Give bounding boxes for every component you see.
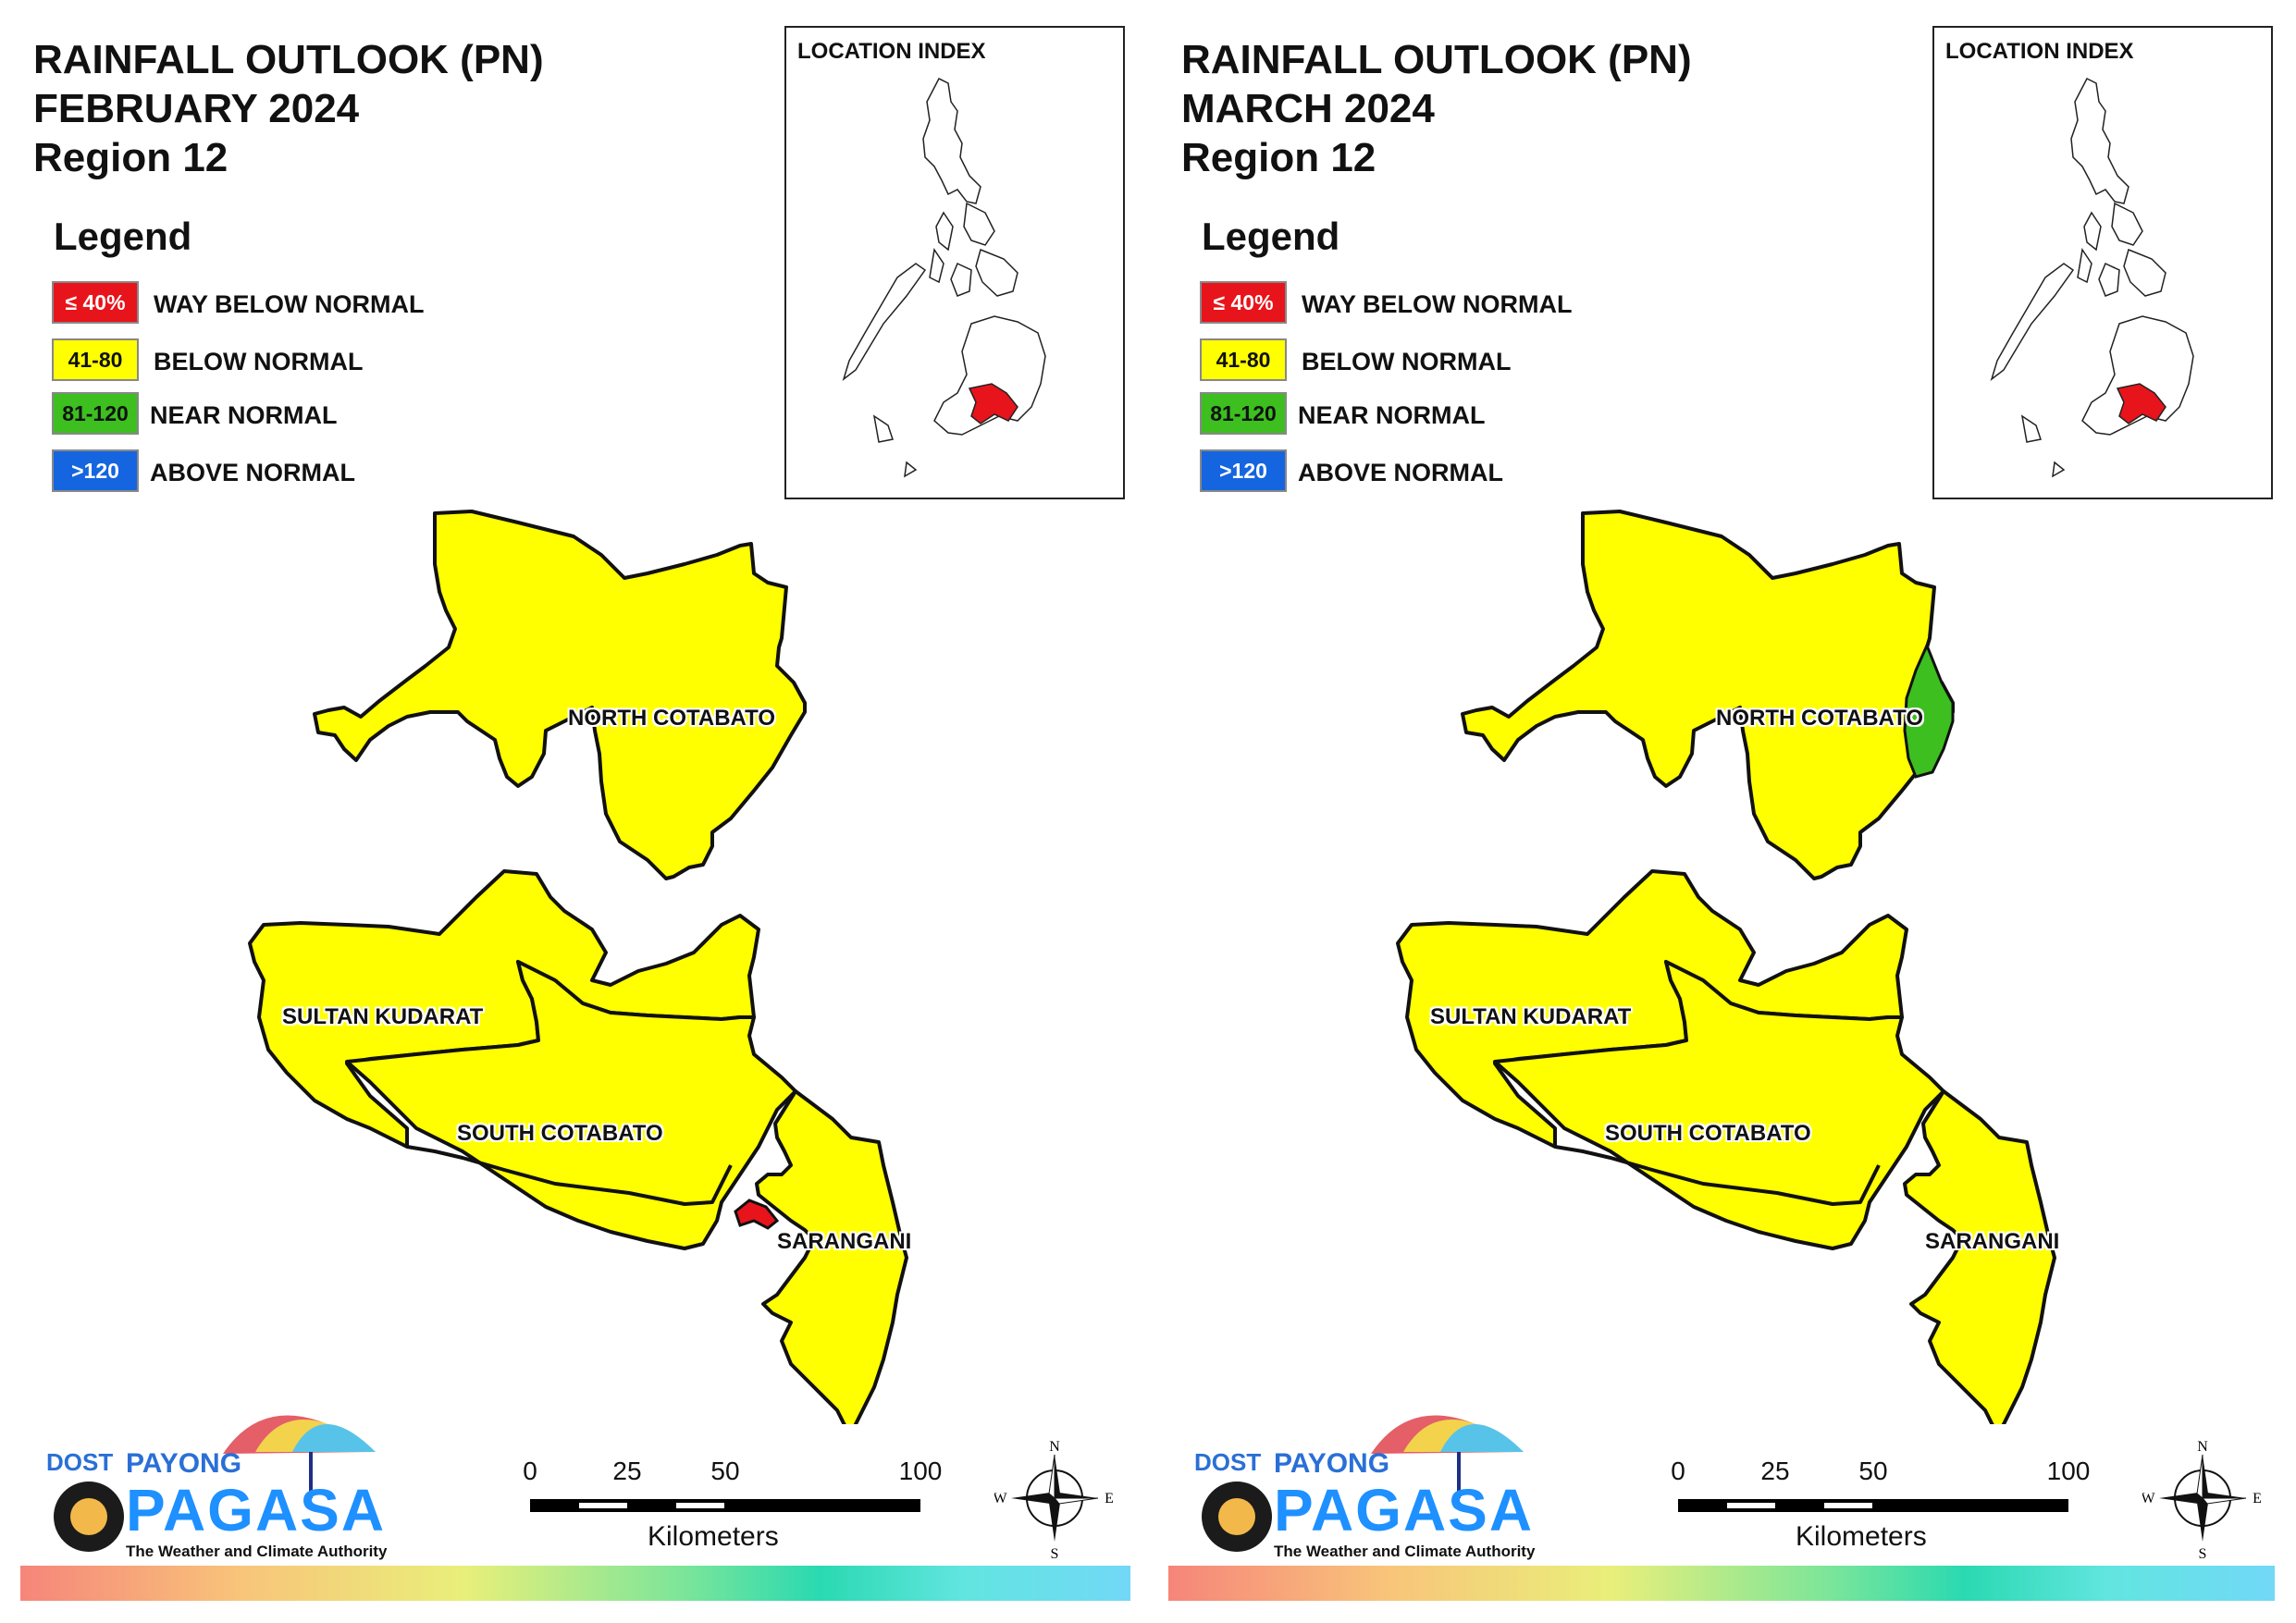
map-panel-march: RAINFALL OUTLOOK (PN) MARCH 2024 Region … xyxy=(1148,0,2296,1623)
legend-label: ABOVE NORMAL xyxy=(1298,459,1503,486)
title-line-2: FEBRUARY 2024 xyxy=(33,86,360,131)
scale-tick: 50 xyxy=(1858,1457,1888,1485)
compass-n: N xyxy=(1049,1439,1060,1455)
legend-label: WAY BELOW NORMAL xyxy=(154,290,425,318)
label-north-cotabato: NORTH COTABATO xyxy=(568,706,775,731)
compass-n: N xyxy=(2197,1439,2208,1455)
compass-w: W xyxy=(2142,1491,2155,1506)
region-12-map xyxy=(1396,510,2056,1424)
title-line-1: RAINFALL OUTLOOK (PN) xyxy=(1181,37,1692,82)
scale-bar-graphic xyxy=(530,1499,920,1512)
scale-bar: 0 25 50 100 Kilometers xyxy=(1666,1457,2090,1568)
compass-s: S xyxy=(1051,1546,1059,1558)
compass-s: S xyxy=(2199,1546,2207,1558)
compass-e: E xyxy=(2253,1491,2262,1506)
scale-tick: 25 xyxy=(1760,1457,1790,1485)
scale-tick: 100 xyxy=(898,1457,943,1485)
legend-swatch: 81-120 xyxy=(1200,392,1287,435)
scale-bar-graphic xyxy=(1678,1499,2068,1512)
logo-tagline: The Weather and Climate Authority xyxy=(1274,1543,1536,1560)
title-line-2: MARCH 2024 xyxy=(1181,86,1435,131)
legend-label: NEAR NORMAL xyxy=(150,401,338,429)
map-title: RAINFALL OUTLOOK (PN) FEBRUARY 2024 Regi… xyxy=(33,35,544,182)
scale-tick: 50 xyxy=(710,1457,740,1485)
label-north-cotabato: NORTH COTABATO xyxy=(1716,706,1923,731)
scale-units: Kilometers xyxy=(648,1521,779,1552)
map-title: RAINFALL OUTLOOK (PN) MARCH 2024 Region … xyxy=(1181,35,1692,182)
umbrella-icon xyxy=(54,1415,376,1552)
legend-swatch: >120 xyxy=(1200,449,1287,492)
label-south-cotabato: SOUTH COTABATO xyxy=(1605,1121,1811,1146)
pagasa-logo: DOST PAYONG PAGASA The Weather and Clima… xyxy=(1181,1387,1551,1563)
province-sarangani xyxy=(755,1089,908,1424)
logo-tagline: The Weather and Climate Authority xyxy=(126,1543,388,1560)
way-below-normal-patch xyxy=(734,1199,780,1230)
near-normal-patch xyxy=(1903,642,1955,779)
label-sarangani: SARANGANI xyxy=(1925,1229,2060,1254)
bottom-color-strip xyxy=(20,1566,1130,1601)
title-line-3: Region 12 xyxy=(1181,135,1376,180)
philippines-inset-map xyxy=(842,77,1046,478)
region-12-highlight xyxy=(968,383,1018,424)
legend-label: WAY BELOW NORMAL xyxy=(1302,290,1573,318)
scale-tick: 0 xyxy=(523,1457,537,1485)
pagasa-logo: DOST PAYONG PAGASA The Weather and Clima… xyxy=(33,1387,403,1563)
philippines-inset-map xyxy=(1990,77,2194,478)
legend-label: ABOVE NORMAL xyxy=(150,459,355,486)
scale-units: Kilometers xyxy=(1796,1521,1927,1552)
logo-dost-text: DOST xyxy=(1194,1448,1262,1476)
location-index-title: LOCATION INDEX xyxy=(1945,39,2134,64)
logo-dost-text: DOST xyxy=(46,1448,114,1476)
label-sultan-kudarat: SULTAN KUDARAT xyxy=(282,1004,484,1029)
scale-tick: 25 xyxy=(612,1457,642,1485)
legend-title: Legend xyxy=(54,215,192,258)
legend-label: BELOW NORMAL xyxy=(1302,348,1512,375)
compass-rose-icon: N S W E xyxy=(994,1439,1114,1558)
legend-swatch: ≤ 40% xyxy=(52,281,139,324)
compass-e: E xyxy=(1105,1491,1114,1506)
logo-payong-text: PAYONG xyxy=(126,1448,242,1479)
location-index-inset: LOCATION INDEX xyxy=(784,26,1125,499)
province-north-cotabato xyxy=(313,510,807,880)
bottom-color-strip xyxy=(1168,1566,2275,1601)
compass-w: W xyxy=(994,1491,1007,1506)
location-index-inset: LOCATION INDEX xyxy=(1932,26,2273,499)
logo-pagasa-text: PAGASA xyxy=(126,1477,387,1543)
title-line-1: RAINFALL OUTLOOK (PN) xyxy=(33,37,544,82)
legend-swatch: 41-80 xyxy=(52,338,139,381)
legend-swatch: 41-80 xyxy=(1200,338,1287,381)
title-line-3: Region 12 xyxy=(33,135,228,180)
label-sarangani: SARANGANI xyxy=(777,1229,912,1254)
region-12-map xyxy=(248,510,908,1424)
legend-swatch: ≤ 40% xyxy=(1200,281,1287,324)
legend-label: NEAR NORMAL xyxy=(1298,401,1486,429)
location-index-title: LOCATION INDEX xyxy=(797,39,986,64)
scale-tick: 100 xyxy=(2046,1457,2091,1485)
label-south-cotabato: SOUTH COTABATO xyxy=(457,1121,663,1146)
legend-swatch: 81-120 xyxy=(52,392,139,435)
scale-tick: 0 xyxy=(1671,1457,1685,1485)
scale-bar: 0 25 50 100 Kilometers xyxy=(518,1457,942,1568)
map-panel-february: RAINFALL OUTLOOK (PN) FEBRUARY 2024 Regi… xyxy=(20,26,1130,1601)
legend-title: Legend xyxy=(1202,215,1340,258)
label-sultan-kudarat: SULTAN KUDARAT xyxy=(1430,1004,1632,1029)
umbrella-icon xyxy=(1202,1415,1524,1552)
logo-payong-text: PAYONG xyxy=(1274,1448,1390,1479)
legend-swatch: >120 xyxy=(52,449,139,492)
legend-label: BELOW NORMAL xyxy=(154,348,364,375)
compass-rose-icon: N S W E xyxy=(2142,1439,2262,1558)
logo-pagasa-text: PAGASA xyxy=(1274,1477,1535,1543)
province-north-cotabato xyxy=(1461,510,1955,880)
region-12-highlight xyxy=(2116,383,2166,424)
province-sarangani xyxy=(1903,1089,2056,1424)
